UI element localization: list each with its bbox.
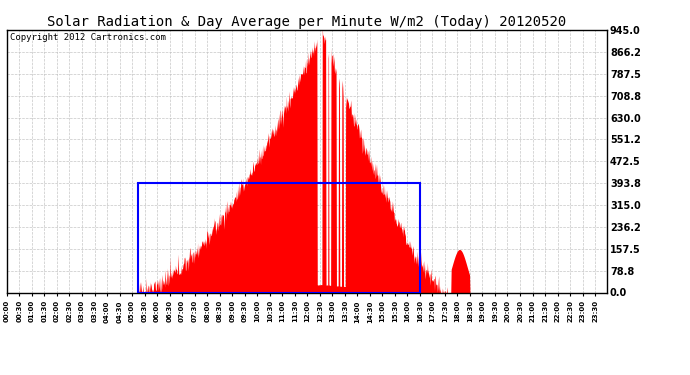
Bar [138, 183, 420, 292]
Text: Copyright 2012 Cartronics.com: Copyright 2012 Cartronics.com [10, 33, 166, 42]
Title: Solar Radiation & Day Average per Minute W/m2 (Today) 20120520: Solar Radiation & Day Average per Minute… [48, 15, 566, 29]
